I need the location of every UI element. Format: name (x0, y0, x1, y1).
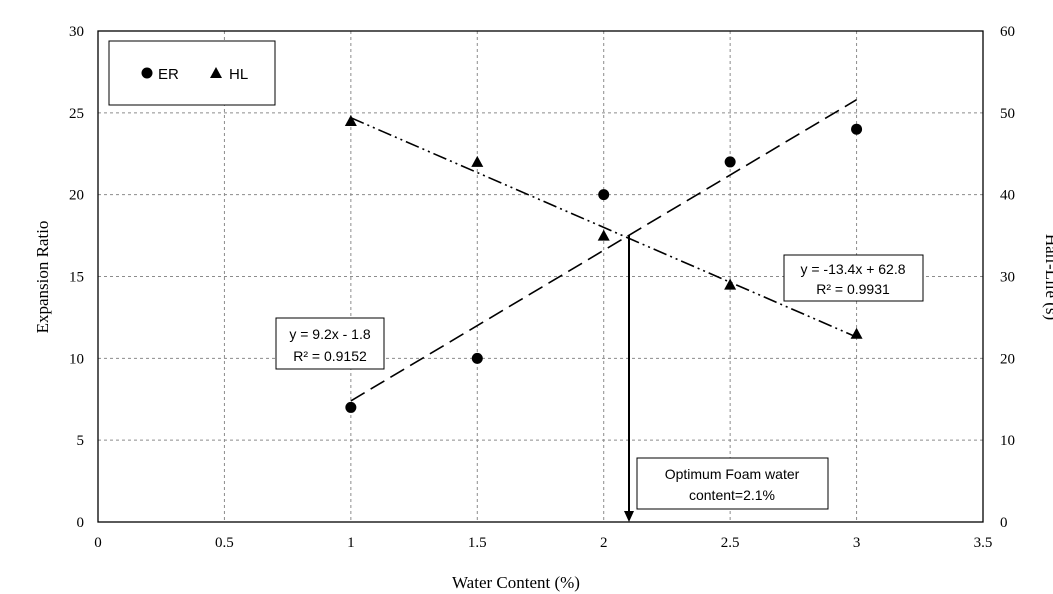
y2-axis-title: Half-Life (s) (1042, 234, 1053, 320)
er-point (851, 123, 863, 135)
y2-tick-label: 0 (1000, 515, 1008, 531)
y-tick-label: 30 (69, 24, 84, 40)
plot-area-frame (97, 30, 984, 523)
hl-equation-frame (783, 254, 924, 302)
tick-labels: 0 0.5 1 1.5 2 2.5 3 3.5 0 5 10 15 20 25 30 0 10 20 30 40 50 6… (69, 24, 1015, 551)
y-tick-label: 15 (69, 270, 84, 286)
y-tick-label: 20 (69, 188, 84, 204)
er-r-squared: R² = 0.9152 (293, 348, 367, 364)
x-tick-label: 2.5 (721, 535, 740, 551)
er-point (471, 352, 483, 364)
er-point (598, 189, 610, 201)
legend-hl-marker (210, 67, 222, 78)
hl-point (344, 115, 357, 127)
er-equation-box: y = 9.2x - 1.8 R² = 0.9152 (275, 317, 385, 370)
legend: ER HL (108, 40, 276, 106)
hl-r-squared: R² = 0.9931 (816, 281, 890, 297)
y-tick-label: 0 (77, 515, 85, 531)
trendline-er (350, 99, 857, 402)
optimum-annotation: Optimum Foam water content=2.1% (636, 457, 829, 510)
hl-point (597, 229, 610, 241)
hl-point (850, 327, 863, 339)
x-tick-label: 0.5 (215, 535, 234, 551)
x-tick-label: 3.5 (974, 535, 993, 551)
optimum-annotation-frame (636, 457, 829, 510)
y2-tick-label: 20 (1000, 351, 1015, 367)
x-tick-label: 2 (600, 535, 608, 551)
data-markers (344, 115, 863, 413)
x-tick-label: 1.5 (468, 535, 487, 551)
trendline-hl (350, 117, 857, 338)
x-tick-label: 0 (94, 535, 102, 551)
er-equation: y = 9.2x - 1.8 (289, 326, 371, 342)
axes (97, 30, 984, 523)
y-axis-title: Expansion Ratio (33, 221, 52, 334)
optimum-annotation-line-2: content=2.1% (689, 487, 775, 503)
trendlines (350, 99, 857, 402)
optimum-arrow-head (624, 511, 634, 522)
y-tick-label: 25 (69, 106, 84, 122)
y2-tick-label: 10 (1000, 433, 1015, 449)
y2-tick-label: 50 (1000, 106, 1015, 122)
y-tick-label: 10 (69, 351, 84, 367)
x-tick-label: 1 (347, 535, 355, 551)
optimum-annotation-line-1: Optimum Foam water (665, 466, 800, 482)
er-point (345, 401, 357, 413)
hl-equation-box: y = -13.4x + 62.8 R² = 0.9931 (783, 254, 924, 302)
grid-lines (98, 31, 983, 522)
hl-equation: y = -13.4x + 62.8 (800, 261, 905, 277)
y2-tick-label: 60 (1000, 24, 1015, 40)
hl-point (471, 155, 484, 167)
er-equation-frame (275, 317, 385, 370)
y2-tick-label: 40 (1000, 188, 1015, 204)
y2-tick-label: 30 (1000, 270, 1015, 286)
legend-er-marker (141, 67, 153, 79)
legend-hl-label: HL (229, 66, 248, 83)
legend-er-label: ER (158, 66, 179, 83)
x-tick-label: 3 (853, 535, 861, 551)
x-axis-title: Water Content (%) (452, 573, 580, 592)
y-tick-label: 5 (77, 433, 85, 449)
er-point (724, 156, 736, 168)
optimum-arrow (624, 235, 634, 522)
hl-point (724, 278, 737, 290)
legend-box (108, 40, 276, 106)
